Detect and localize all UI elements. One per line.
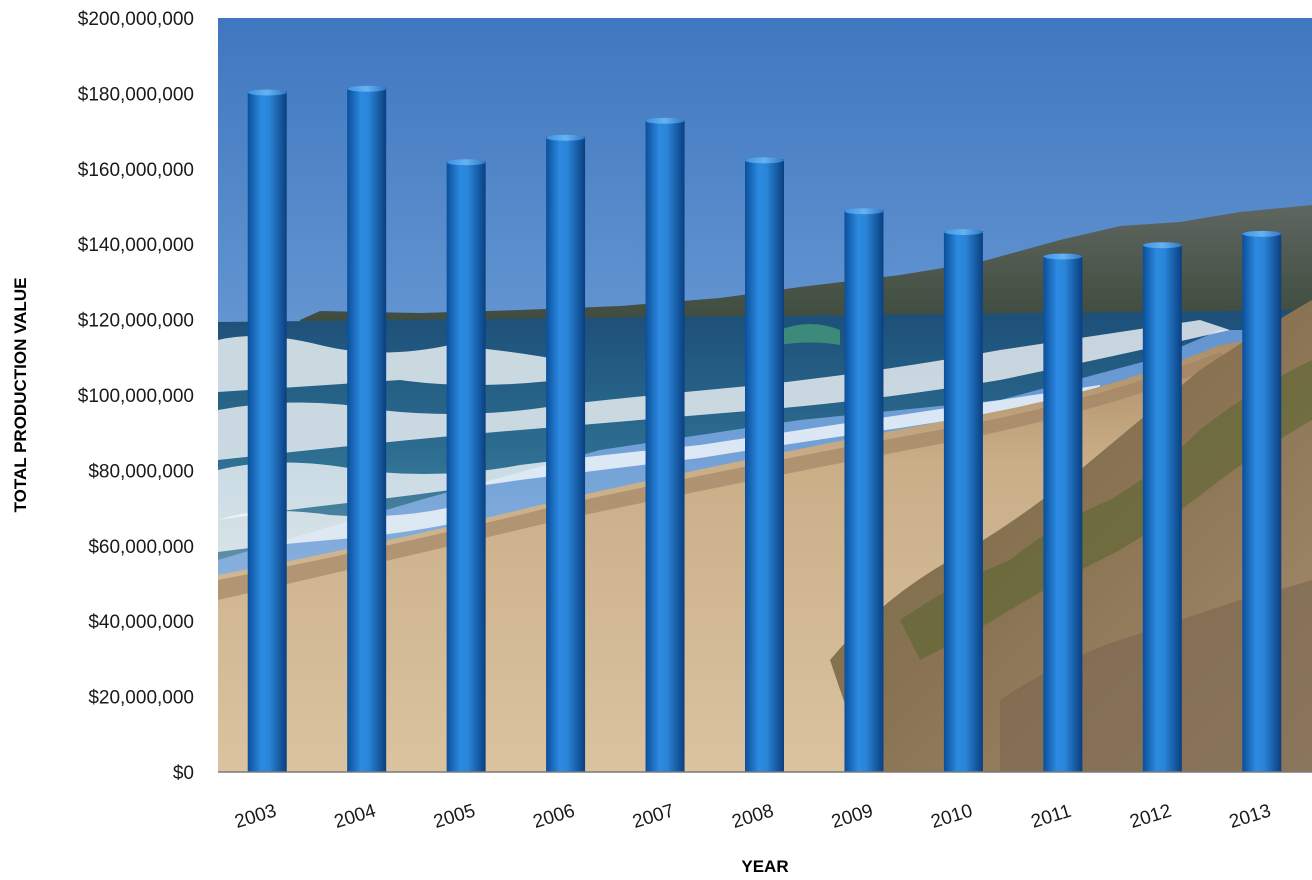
bar-top xyxy=(347,85,387,92)
x-tick-label: 2004 xyxy=(332,800,379,833)
bar xyxy=(844,210,884,772)
bar xyxy=(347,87,387,773)
y-axis: $0 $20,000,000 $40,000,000 $60,000,000 $80,0… xyxy=(78,9,194,784)
bar xyxy=(645,119,685,773)
x-tick-label: 2006 xyxy=(531,801,578,833)
y-tick-label: $80,000,000 xyxy=(88,461,194,482)
bar xyxy=(546,136,586,772)
y-tick-label: $20,000,000 xyxy=(88,688,194,709)
y-tick-label: $120,000,000 xyxy=(78,311,194,332)
bar-top xyxy=(446,159,486,166)
bar-top xyxy=(1142,242,1182,249)
x-axis: 2003 2004 2005 2006 2007 2008 2009 2010 2011 2012… xyxy=(232,800,1273,833)
x-tick-label: 2003 xyxy=(232,801,279,833)
x-tick-label: 2012 xyxy=(1127,801,1174,833)
bar xyxy=(1142,244,1182,772)
x-tick-label: 2011 xyxy=(1029,801,1074,833)
y-tick-label: $60,000,000 xyxy=(88,537,194,558)
bar-top xyxy=(645,117,685,124)
y-tick-label: $40,000,000 xyxy=(88,612,194,633)
bar xyxy=(247,91,287,772)
x-tick-label: 2009 xyxy=(829,801,876,833)
x-tick-label: 2008 xyxy=(730,801,777,833)
y-tick-label: $200,000,000 xyxy=(78,9,194,30)
y-tick-label: $100,000,000 xyxy=(78,386,194,407)
y-tick-label: $0 xyxy=(173,763,194,784)
x-tick-label: 2005 xyxy=(431,801,478,833)
bar xyxy=(943,231,983,772)
x-tick-label: 2007 xyxy=(630,801,677,833)
bar xyxy=(1043,255,1083,772)
bar-top xyxy=(247,89,287,96)
bar-top xyxy=(1043,253,1083,260)
bar-top xyxy=(844,208,884,215)
bar xyxy=(1242,232,1282,772)
bar-top xyxy=(546,134,586,141)
bar-top xyxy=(1242,230,1282,237)
bars xyxy=(247,85,1282,773)
y-tick-label: $160,000,000 xyxy=(78,160,194,181)
bar-top xyxy=(943,229,983,236)
x-axis-title: YEAR xyxy=(741,857,788,876)
y-axis-title: TOTAL PRODUCTION VALUE xyxy=(11,278,30,513)
y-tick-label: $140,000,000 xyxy=(78,235,194,256)
x-tick-label: 2013 xyxy=(1227,801,1274,833)
bar xyxy=(745,159,784,772)
bar xyxy=(446,161,486,772)
bar-top xyxy=(745,157,784,164)
y-tick-label: $180,000,000 xyxy=(78,84,194,105)
x-tick-label: 2010 xyxy=(929,801,976,833)
